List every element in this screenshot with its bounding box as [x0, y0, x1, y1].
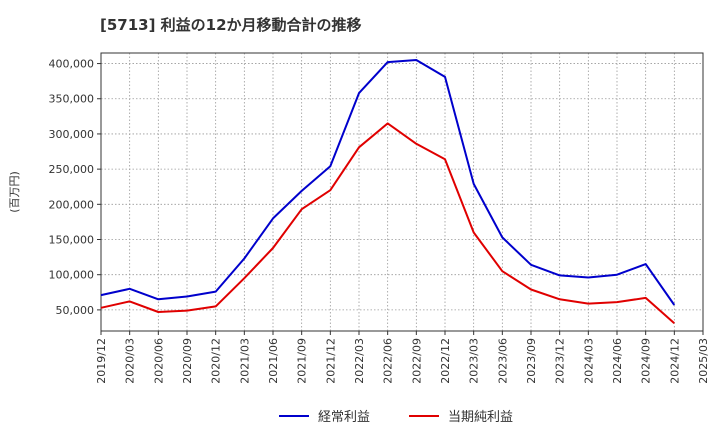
- y-tick-label: 150,000: [49, 234, 95, 247]
- x-tick-label: 2021/09: [296, 338, 309, 384]
- x-tick-label: 2023/12: [554, 338, 567, 384]
- x-tick-label: 2022/03: [353, 338, 366, 384]
- y-tick-label: 50,000: [56, 304, 95, 317]
- x-tick-label: 2021/06: [267, 338, 280, 384]
- legend-label-1: 経常利益: [318, 410, 370, 425]
- x-tick-label: 2023/06: [496, 338, 509, 384]
- x-tick-label: 2022/12: [439, 338, 452, 384]
- y-axis-label: (百万円): [8, 171, 21, 213]
- x-tick-label: 2023/09: [525, 338, 538, 384]
- x-tick-label: 2024/12: [668, 338, 681, 384]
- plot-area: [101, 53, 703, 331]
- plot-frame: [100, 52, 704, 332]
- x-tick-label: 2019/12: [95, 338, 108, 384]
- chart-title: [5713] 利益の12か月移動合計の推移: [100, 16, 362, 34]
- x-tick-label: 2024/03: [582, 338, 595, 384]
- x-tick-label: 2020/12: [210, 338, 223, 384]
- y-tick-label: 300,000: [49, 128, 95, 141]
- y-tick-label: 250,000: [49, 163, 95, 176]
- y-tick-label: 350,000: [49, 93, 95, 106]
- x-tick-label: 2020/09: [181, 338, 194, 384]
- x-tick-label: 2023/03: [468, 338, 481, 384]
- x-tick-label: 2022/06: [382, 338, 395, 384]
- x-tick-label: 2021/03: [238, 338, 251, 384]
- x-tick-label: 2020/06: [152, 338, 165, 384]
- y-tick-label: 400,000: [49, 58, 95, 71]
- x-tick-label: 2020/03: [124, 338, 137, 384]
- x-tick-label: 2022/09: [410, 338, 423, 384]
- x-tick-label: 2025/03: [697, 338, 710, 384]
- y-tick-label: 100,000: [49, 269, 95, 282]
- series-line-2: [100, 122, 675, 325]
- y-tick-label: 200,000: [49, 198, 95, 211]
- x-tick-label: 2024/06: [611, 338, 624, 384]
- x-tick-label: 2021/12: [324, 338, 337, 384]
- x-tick-label: 2024/09: [640, 338, 653, 384]
- legend-label-2: 当期純利益: [448, 410, 513, 425]
- series-line-1: [100, 59, 676, 306]
